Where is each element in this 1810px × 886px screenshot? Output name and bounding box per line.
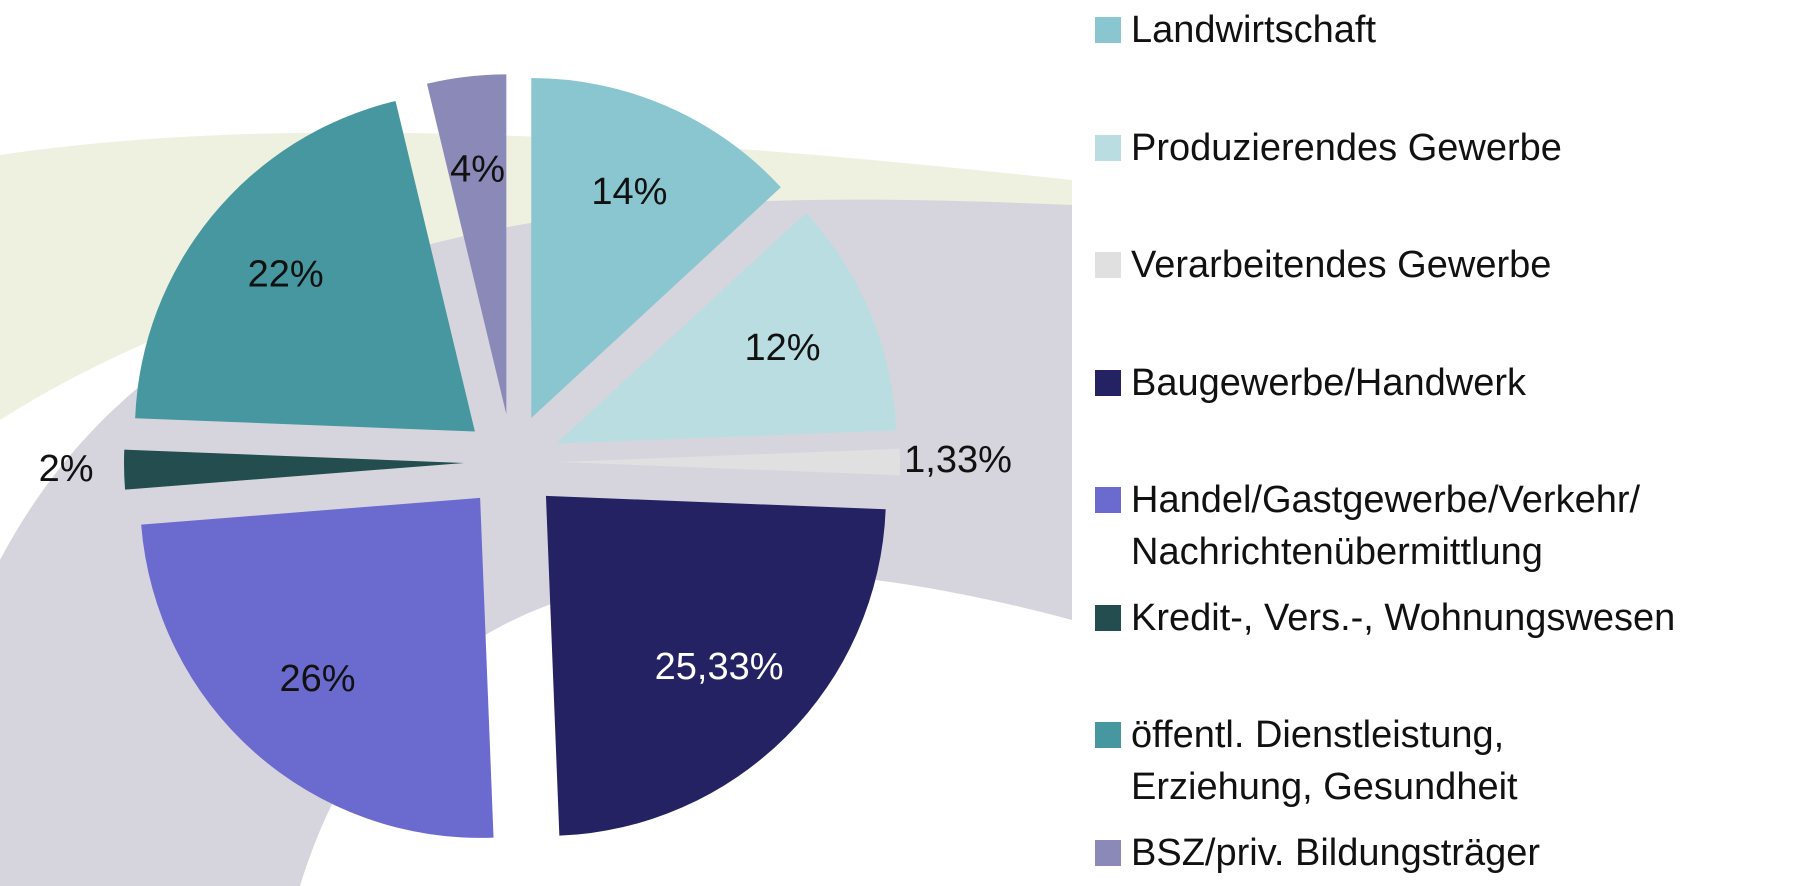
legend-label: BSZ/priv. Bildungsträger	[1131, 827, 1540, 879]
data-label: 22%	[248, 253, 324, 295]
legend-swatch	[1095, 722, 1121, 748]
page: 14% 12% 1,33% 25,33% 26% 2% 22% 4% Landwirtscha…	[0, 0, 1810, 886]
legend-item: öffentl. Dienstleistung, Erziehung, Gesu…	[1095, 709, 1518, 813]
legend-swatch	[1095, 840, 1121, 866]
data-label: 14%	[591, 171, 667, 213]
data-label: 2%	[39, 448, 94, 490]
legend-item: Landwirtschaft	[1095, 4, 1376, 56]
legend-item: Verarbeitendes Gewerbe	[1095, 239, 1551, 291]
data-label: 12%	[744, 327, 820, 369]
legend-swatch	[1095, 605, 1121, 631]
legend-item: Kredit-, Vers.-, Wohnungswesen	[1095, 592, 1675, 644]
data-label: 4%	[450, 148, 505, 190]
legend-item: Baugewerbe/Handwerk	[1095, 357, 1526, 409]
legend-label: Verarbeitendes Gewerbe	[1131, 239, 1551, 291]
legend-label: Baugewerbe/Handwerk	[1131, 357, 1526, 409]
legend-label: Handel/Gastgewerbe/Verkehr/ Nachrichtenü…	[1131, 474, 1640, 578]
legend-item: Handel/Gastgewerbe/Verkehr/ Nachrichtenü…	[1095, 474, 1640, 578]
chart: 14% 12% 1,33% 25,33% 26% 2% 22% 4%	[0, 0, 1072, 886]
legend-swatch	[1095, 370, 1121, 396]
legend-swatch	[1095, 487, 1121, 513]
data-label: 26%	[280, 658, 356, 700]
legend-swatch	[1095, 17, 1121, 43]
legend-label: öffentl. Dienstleistung, Erziehung, Gesu…	[1131, 709, 1518, 813]
legend-label: Kredit-, Vers.-, Wohnungswesen	[1131, 592, 1675, 644]
data-label: 25,33%	[655, 646, 784, 688]
legend-swatch	[1095, 135, 1121, 161]
legend-swatch	[1095, 252, 1121, 278]
legend-item: Produzierendes Gewerbe	[1095, 122, 1562, 174]
legend-item: BSZ/priv. Bildungsträger	[1095, 827, 1540, 879]
legend-label: Produzierendes Gewerbe	[1131, 122, 1562, 174]
data-label: 1,33%	[904, 439, 1012, 481]
legend-label: Landwirtschaft	[1131, 4, 1376, 56]
